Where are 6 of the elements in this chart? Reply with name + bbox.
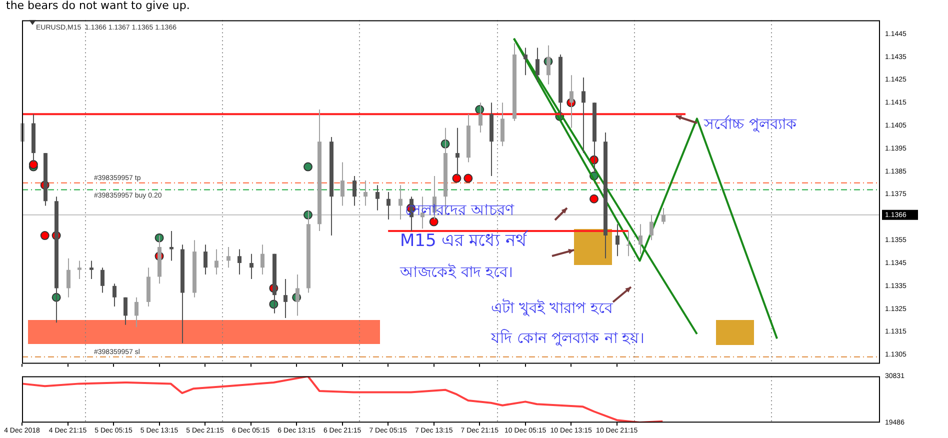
annotation: যদি কোন পুলব্যাক না হয়। [491, 329, 644, 348]
annotation: আজকেই বাদ হবে। [400, 263, 513, 282]
annotation: এটা খুবই খারাপ হবে [491, 299, 612, 318]
annotation: M15 এর মধ্যে নর্থ [400, 231, 527, 252]
annotation: সর্বোচ্চ পুলব্যাক [704, 115, 797, 134]
text: the bears do not want to give up. [6, 0, 190, 13]
